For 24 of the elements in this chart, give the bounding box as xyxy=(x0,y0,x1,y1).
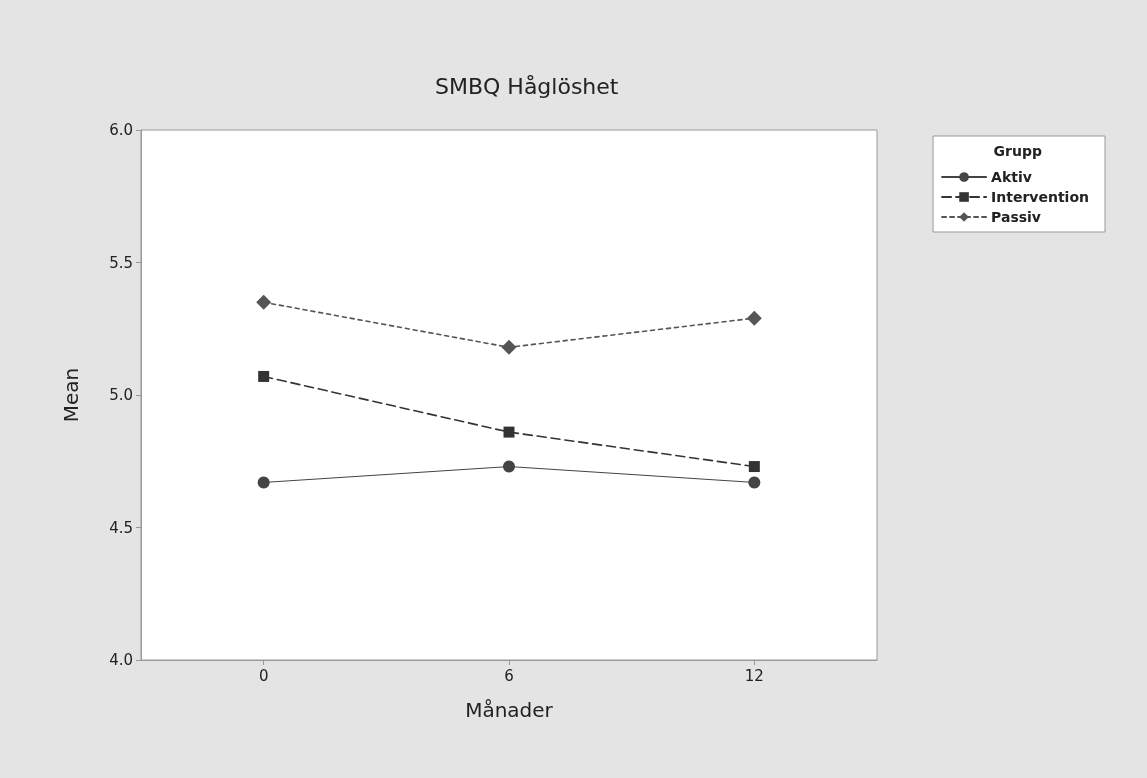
point xyxy=(746,310,762,326)
point xyxy=(748,461,760,473)
y-axis-title: Mean xyxy=(59,367,83,423)
y-tick-label: 5.5 xyxy=(109,253,133,272)
x-tick-label: 0 xyxy=(258,666,269,685)
legend-label: Aktiv xyxy=(991,169,1032,185)
y-tick-label: 6.0 xyxy=(109,121,133,139)
legend-label: Intervention xyxy=(991,189,1090,205)
chart-title: SMBQ Håglöshet xyxy=(435,73,619,99)
y-tick-label: 5.0 xyxy=(109,386,133,404)
point xyxy=(503,460,515,473)
point xyxy=(256,294,272,310)
x-tick-label: 6 xyxy=(504,666,514,685)
y-tick-label: 4.0 xyxy=(109,651,133,669)
point xyxy=(257,476,270,489)
point xyxy=(501,339,517,355)
legend-title: Grupp xyxy=(993,143,1042,159)
x-axis-title: Månader xyxy=(465,698,554,722)
x-tick-label: 12 xyxy=(744,666,764,685)
legend-label: Passiv xyxy=(991,209,1042,225)
point xyxy=(503,426,515,438)
point xyxy=(258,370,270,382)
point xyxy=(748,476,761,489)
y-tick-label: 4.5 xyxy=(109,518,133,537)
